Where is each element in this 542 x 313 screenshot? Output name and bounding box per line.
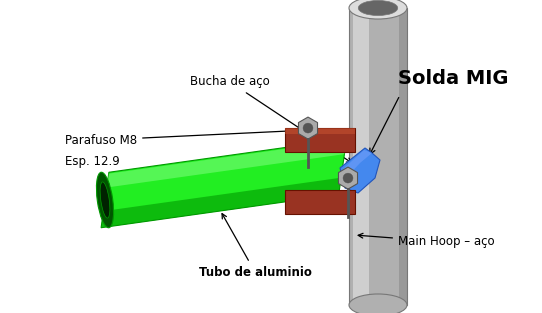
FancyBboxPatch shape: [285, 128, 355, 134]
Ellipse shape: [349, 0, 407, 19]
Text: Parafuso M8: Parafuso M8: [65, 128, 304, 146]
Ellipse shape: [343, 173, 353, 183]
Ellipse shape: [303, 123, 313, 133]
FancyBboxPatch shape: [349, 8, 407, 305]
Text: Solda MIG: Solda MIG: [398, 69, 508, 88]
Polygon shape: [342, 150, 372, 178]
Text: Esp. 12.9: Esp. 12.9: [65, 156, 120, 168]
FancyBboxPatch shape: [399, 8, 407, 305]
Polygon shape: [101, 139, 346, 228]
FancyBboxPatch shape: [285, 128, 355, 152]
Ellipse shape: [96, 172, 114, 228]
Polygon shape: [101, 178, 341, 228]
Ellipse shape: [349, 294, 407, 313]
Text: Bucha de aço: Bucha de aço: [190, 75, 352, 163]
Polygon shape: [107, 140, 346, 187]
Text: Tubo de aluminio: Tubo de aluminio: [198, 214, 312, 279]
Ellipse shape: [358, 0, 398, 16]
Polygon shape: [338, 167, 358, 189]
Ellipse shape: [100, 182, 110, 218]
FancyBboxPatch shape: [353, 8, 369, 305]
Text: Main Hoop – aço: Main Hoop – aço: [358, 233, 495, 249]
Polygon shape: [340, 148, 380, 193]
FancyBboxPatch shape: [285, 190, 355, 214]
Polygon shape: [299, 117, 318, 139]
